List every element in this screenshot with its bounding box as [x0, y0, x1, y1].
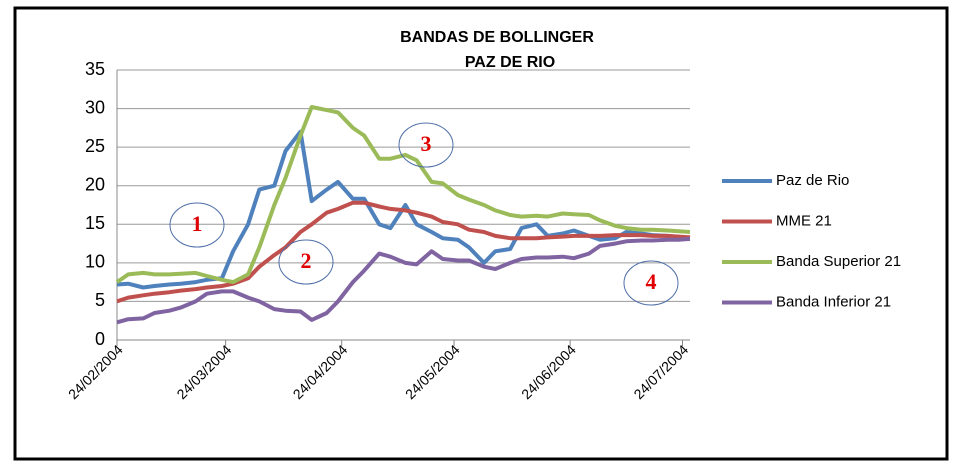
y-tick-label: 25 [85, 136, 105, 156]
annotation: 1 [192, 211, 203, 236]
legend-label: MME 21 [776, 212, 832, 229]
annotation-circle [623, 260, 679, 306]
series-line [116, 200, 691, 304]
chart-title: BANDAS DE BOLLINGER [400, 29, 594, 46]
annotation: 3 [421, 131, 432, 156]
y-tick-label: 0 [95, 329, 105, 349]
annotation-circle [278, 239, 334, 285]
annotation: 2 [301, 248, 312, 273]
y-tick-label: 5 [95, 290, 105, 310]
annotation: 4 [646, 269, 657, 294]
legend-label: Banda Inferior 21 [776, 293, 891, 310]
y-tick-label: 30 [85, 97, 105, 117]
y-tick-label: 35 [85, 59, 105, 79]
y-tick-label: 15 [85, 213, 105, 233]
series-line [116, 236, 691, 325]
chart-subtitle: PAZ DE RIO [465, 54, 555, 71]
y-tick-label: 10 [85, 252, 105, 272]
legend-label: Paz de Rio [776, 172, 849, 189]
annotation-circle [169, 202, 225, 248]
series-line [115, 105, 691, 285]
legend-label: Banda Superior 21 [776, 253, 901, 270]
y-tick-label: 20 [85, 174, 105, 194]
annotation-circle [398, 122, 454, 168]
